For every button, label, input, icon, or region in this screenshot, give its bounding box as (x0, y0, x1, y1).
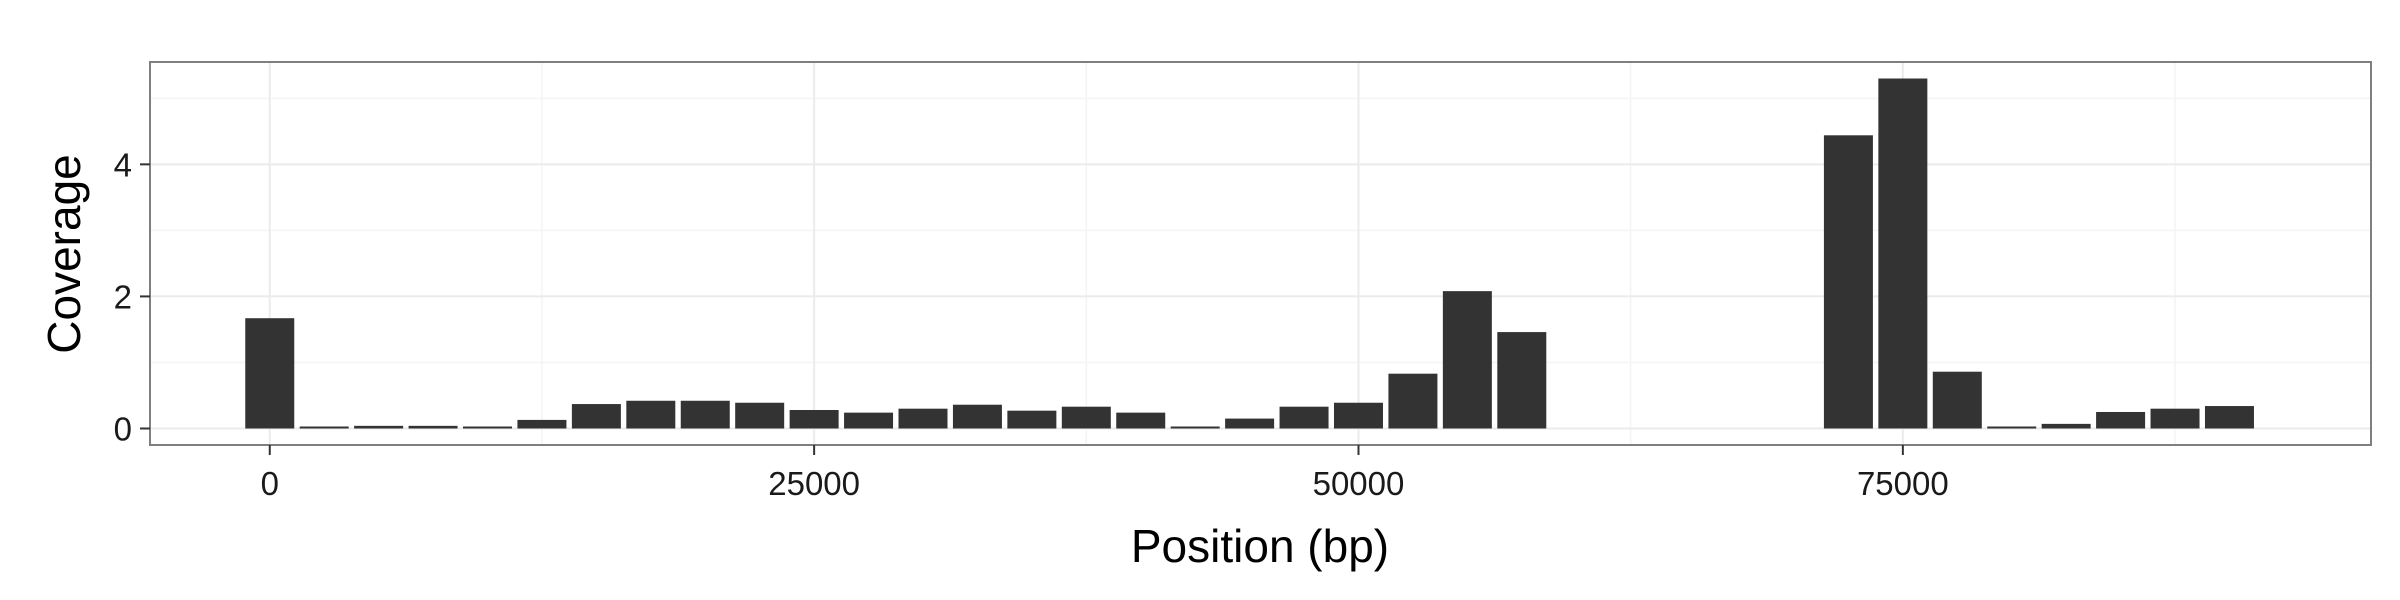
bar (2041, 423, 2091, 429)
bar (844, 412, 894, 429)
bar (517, 419, 567, 429)
bar (299, 426, 349, 429)
bar (735, 402, 785, 429)
bar (1225, 418, 1275, 429)
bar (571, 404, 621, 429)
bar (463, 426, 513, 429)
bar (1878, 78, 1928, 429)
x-tick-label: 75000 (1857, 465, 1949, 502)
bar (952, 404, 1002, 429)
bar (1987, 426, 2037, 429)
bar (1442, 291, 1492, 429)
bar (354, 425, 404, 429)
bar (2204, 406, 2254, 429)
y-tick-label: 0 (114, 410, 132, 447)
bar (1007, 410, 1057, 429)
bar (1170, 426, 1220, 429)
x-tick-label: 0 (261, 465, 279, 502)
bar (1061, 406, 1111, 429)
bar (1823, 135, 1873, 429)
bar (1932, 371, 1982, 429)
y-tick-label: 4 (114, 146, 132, 183)
x-tick-label: 25000 (768, 465, 860, 502)
x-tick-label: 50000 (1313, 465, 1405, 502)
bar (245, 318, 295, 429)
bar (626, 400, 676, 429)
bar (1388, 373, 1438, 429)
bar (1116, 412, 1166, 429)
bar (898, 408, 948, 429)
grid-layer (150, 62, 2371, 445)
bar (408, 425, 458, 429)
bar (1279, 406, 1329, 429)
y-tick-label: 2 (114, 278, 132, 315)
bar (2096, 411, 2146, 429)
bar (680, 400, 730, 429)
y-axis-title: Coverage (38, 154, 90, 353)
bar (1497, 332, 1547, 429)
panel-border (149, 61, 2372, 446)
bar (789, 410, 839, 429)
x-axis-title: Position (bp) (1131, 520, 1389, 572)
bar (2150, 408, 2200, 429)
bar (1333, 402, 1383, 429)
axis-layer: 0 25000 50000 75000 0 2 4 (114, 146, 1949, 502)
bar-layer (245, 78, 2254, 429)
